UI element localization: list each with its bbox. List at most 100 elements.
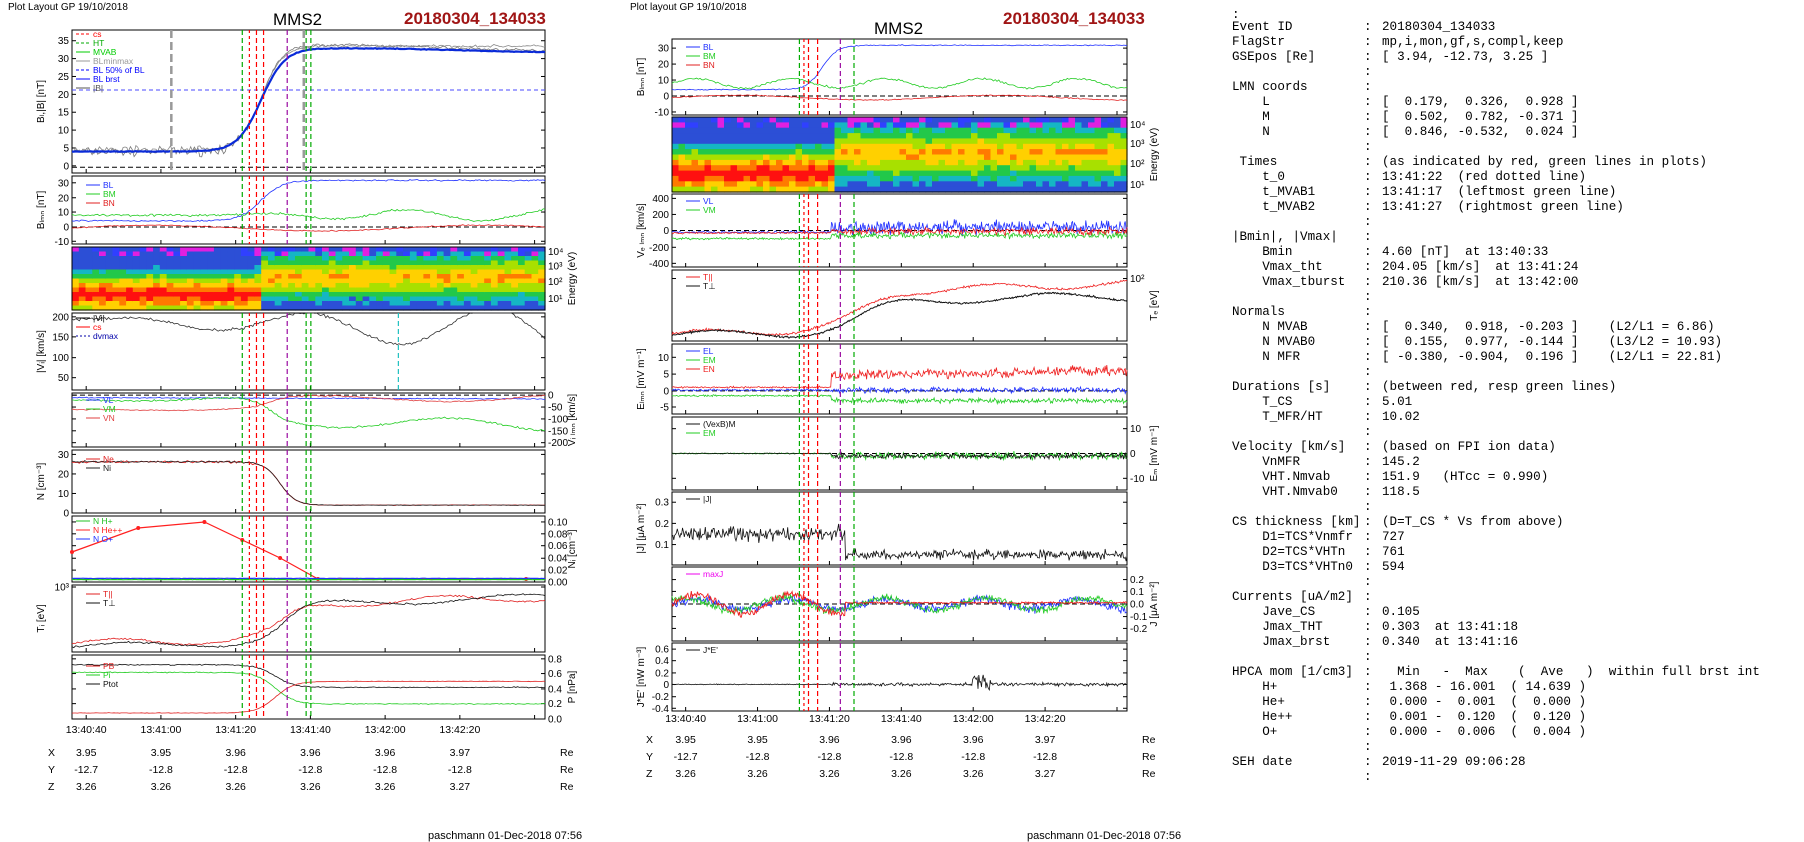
heatmap-cell — [958, 143, 966, 150]
heatmap-cell — [322, 269, 330, 275]
heatmap-cell — [873, 175, 881, 182]
heatmap-cell — [524, 301, 533, 307]
heatmap-cell — [504, 269, 512, 275]
heatmap-cell — [860, 117, 868, 123]
heatmap-cell — [362, 247, 370, 253]
heatmap-cell — [678, 159, 686, 166]
heatmap-cell — [261, 296, 269, 302]
heatmap-cell — [369, 305, 377, 311]
heatmap-cell — [919, 133, 927, 140]
heatmap-cell — [854, 175, 862, 182]
heatmap-cell — [854, 170, 862, 177]
heatmap-cell — [119, 269, 127, 275]
summary-row: Normals: — [1232, 305, 1798, 320]
heatmap-cell — [457, 305, 465, 311]
heatmap-cell — [1101, 175, 1109, 182]
heatmap-cell — [964, 138, 972, 145]
series-line — [671, 591, 1128, 615]
heatmap-cell — [906, 127, 914, 134]
heatmap-cell — [146, 301, 154, 307]
heatmap-cell — [328, 292, 337, 298]
heatmap-cell — [925, 165, 933, 172]
heatmap-cell — [1094, 175, 1102, 182]
time-tick-label: 13:41:40 — [881, 713, 922, 725]
heatmap-cell — [403, 287, 411, 293]
heatmap-cell — [200, 283, 208, 289]
heatmap-cell — [1075, 181, 1083, 188]
heatmap-cell — [730, 181, 738, 188]
heatmap-cell — [288, 283, 296, 289]
series-line — [72, 46, 546, 153]
summary-value: 13:41:27 (rightmost green line) — [1382, 200, 1624, 214]
heatmap-cell — [841, 170, 849, 177]
heatmap-cell — [880, 175, 888, 182]
heatmap-cell — [1094, 154, 1102, 161]
heatmap-cell — [416, 278, 424, 284]
summary-key: He+ — [1232, 695, 1285, 709]
heatmap-cell — [240, 260, 249, 266]
heatmap-cell — [105, 296, 114, 302]
heatmap-cell — [724, 154, 732, 161]
time-tick-label: 13:41:00 — [737, 713, 778, 725]
heatmap-cell — [423, 247, 431, 253]
heatmap-cell — [795, 122, 803, 129]
legend-label: EM — [703, 428, 716, 438]
heatmap-cell — [1107, 149, 1115, 156]
heatmap-cell — [834, 181, 842, 188]
position-row-label: Y — [48, 764, 55, 776]
heatmap-cell — [193, 274, 201, 280]
heatmap-cell — [159, 305, 168, 311]
heatmap-cell — [698, 159, 706, 166]
y-tick-label: 150 — [52, 332, 69, 343]
heatmap-cell — [1055, 143, 1063, 150]
series-line — [71, 312, 546, 346]
time-tick-label: 13:42:20 — [1025, 713, 1066, 725]
heatmap-cell — [281, 296, 289, 302]
heatmap-cell — [717, 122, 725, 129]
heatmap-cell — [423, 260, 431, 266]
heatmap-cell — [139, 269, 147, 275]
heatmap-cell — [342, 278, 350, 284]
heatmap-cell — [711, 138, 719, 145]
heatmap-cell — [132, 260, 141, 266]
heatmap-cell — [247, 301, 256, 307]
heatmap-cell — [1016, 127, 1024, 134]
heatmap-cell — [450, 296, 458, 302]
heatmap-cell — [92, 292, 100, 298]
summary-key: VnMFR — [1232, 455, 1301, 469]
legend-label: EM — [703, 355, 716, 365]
heatmap-cell — [1003, 159, 1011, 166]
heatmap-cell — [430, 256, 438, 262]
heatmap-cell — [315, 296, 323, 302]
series-line — [71, 663, 546, 689]
heatmap-cell — [362, 287, 370, 293]
heatmap-cell — [362, 269, 370, 275]
heatmap-cell — [153, 247, 161, 253]
heatmap-cell — [193, 278, 201, 284]
heatmap-cell — [193, 305, 201, 311]
position-value: 3.97 — [450, 747, 471, 759]
heatmap-cell — [443, 251, 451, 257]
heatmap-cell — [730, 175, 738, 182]
heatmap-cell — [213, 301, 222, 307]
heatmap-cell — [430, 251, 438, 257]
heatmap-cell — [139, 251, 147, 257]
heatmap-cell — [704, 149, 712, 156]
position-value: 3.26 — [675, 768, 696, 780]
heatmap-cell — [389, 292, 397, 298]
heatmap-cell — [146, 265, 154, 271]
heatmap-cell — [450, 287, 458, 293]
heatmap-cell — [220, 287, 229, 293]
series-line — [72, 578, 545, 581]
heatmap-cell — [808, 149, 816, 156]
heatmap-cell — [518, 274, 526, 280]
heatmap-cell — [711, 170, 719, 177]
heatmap-cell — [951, 143, 959, 150]
heatmap-cell — [698, 154, 706, 161]
summary-value: [ 0.179, 0.326, 0.928 ] — [1382, 95, 1579, 109]
y-axis-label: Bₗ,|B| [nT] — [36, 80, 47, 123]
summary-row: Event ID:20180304_134033 — [1232, 20, 1798, 35]
summary-value: mp,i,mon,gf,s,compl,keep — [1382, 35, 1564, 49]
heatmap-cell — [538, 278, 546, 284]
summary-colon: : — [1364, 560, 1372, 574]
